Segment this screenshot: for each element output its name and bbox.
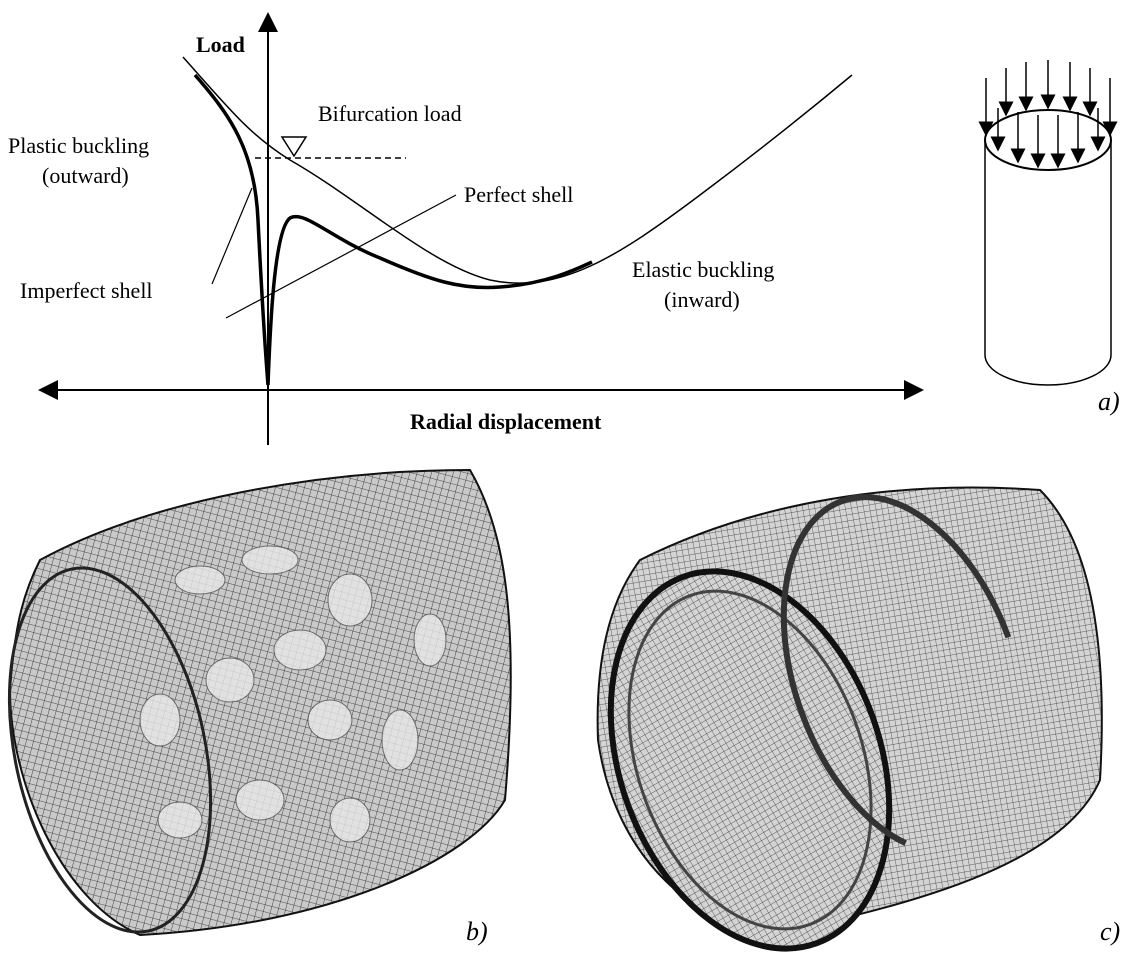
plastic-label: (outward) xyxy=(42,163,129,188)
figure: Load Bifurcation load Plastic buckling (… xyxy=(0,0,1134,962)
meshed-cylinder-buckled xyxy=(0,470,511,951)
y-axis-label: Load xyxy=(196,32,245,57)
meshed-cylinder-ring xyxy=(561,464,1102,962)
imperfect-label: Imperfect shell xyxy=(20,278,153,303)
bifurcation-marker xyxy=(282,137,306,156)
elastic-label: (inward) xyxy=(664,287,740,312)
plastic-label: Plastic buckling xyxy=(8,133,149,158)
panel-label: b) xyxy=(466,917,488,946)
bifurcation-label: Bifurcation load xyxy=(318,101,462,126)
perfect-curve xyxy=(183,57,852,283)
x-axis-label: Radial displacement xyxy=(410,409,602,434)
panel-label: a) xyxy=(1098,387,1120,416)
imperfect-leader xyxy=(212,188,252,284)
axes xyxy=(40,14,922,445)
elastic-label: Elastic buckling xyxy=(632,257,774,282)
perfect-label: Perfect shell xyxy=(464,182,573,207)
panel-label: c) xyxy=(1100,917,1120,946)
cylinder-sketch xyxy=(985,60,1111,385)
